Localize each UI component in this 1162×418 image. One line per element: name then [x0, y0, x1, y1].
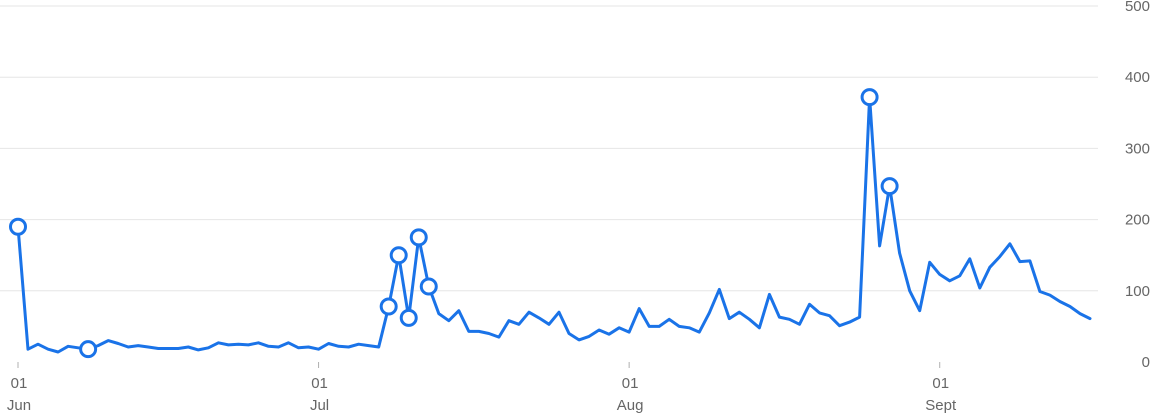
y-axis-labels: 0 100 200 300 400 500	[1125, 0, 1150, 371]
x-tick-month: Jun	[7, 397, 31, 414]
x-tick-month: Sept	[925, 397, 957, 414]
x-tick-month: Jul	[310, 397, 329, 414]
y-tick-label: 200	[1125, 212, 1150, 229]
y-tick-label: 300	[1125, 140, 1150, 157]
x-tick-day: 01	[311, 375, 328, 392]
highlight-marker[interactable]	[379, 297, 398, 316]
y-tick-label: 0	[1142, 354, 1150, 371]
highlight-marker[interactable]	[860, 88, 879, 107]
highlight-marker[interactable]	[399, 308, 418, 327]
x-tick-day: 01	[11, 375, 28, 392]
y-tick-label: 100	[1125, 283, 1150, 300]
x-tick-day: 01	[932, 375, 949, 392]
y-tick-label: 500	[1125, 0, 1150, 15]
highlight-marker[interactable]	[880, 177, 899, 196]
highlight-marker[interactable]	[389, 246, 408, 265]
x-axis-labels: 01 Jun 01 Jul 01 Aug 01 Sept	[7, 362, 957, 414]
highlight-marker[interactable]	[79, 340, 98, 359]
series-layer	[16, 95, 1092, 354]
highlight-markers[interactable]	[9, 88, 899, 359]
series-line	[16, 95, 1092, 354]
highlight-marker[interactable]	[419, 277, 438, 296]
gridlines	[0, 5, 1098, 292]
y-tick-label: 400	[1125, 69, 1150, 86]
highlight-marker[interactable]	[409, 228, 428, 247]
x-tick-day: 01	[622, 375, 639, 392]
x-tick-month: Aug	[617, 397, 644, 414]
highlight-marker[interactable]	[9, 217, 27, 236]
